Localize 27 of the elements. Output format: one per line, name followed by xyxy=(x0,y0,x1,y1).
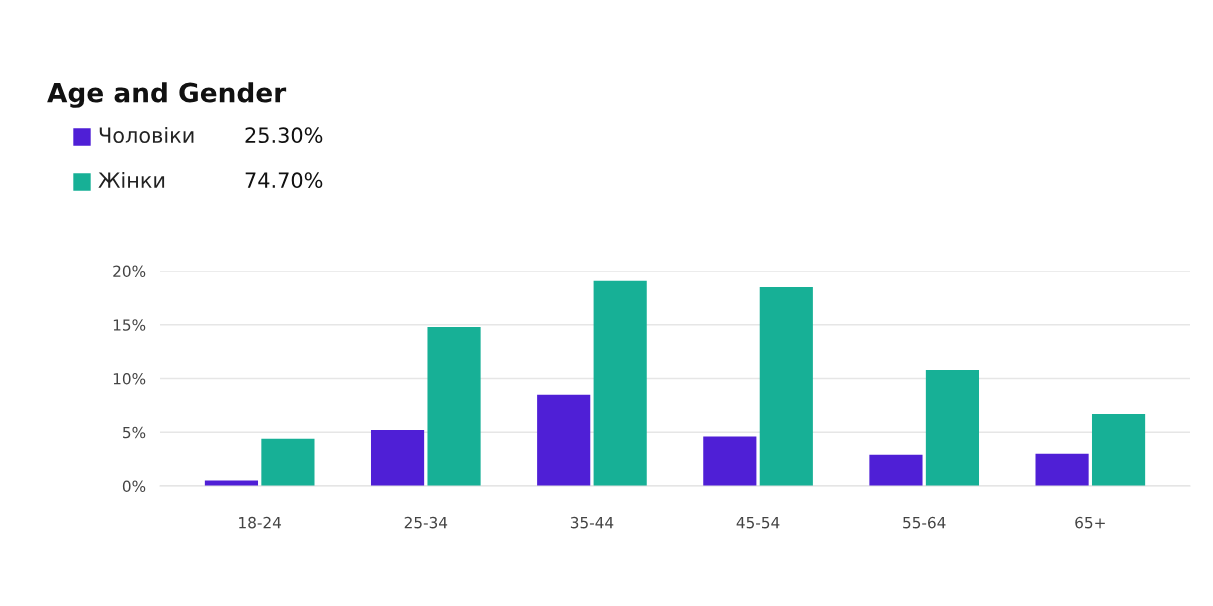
y-tick-label: 5% xyxy=(123,426,146,439)
text: 74.70% xyxy=(245,172,323,189)
x-tick-label: 55-64 xyxy=(903,516,946,529)
x-tick-label: 25-34 xyxy=(404,516,448,529)
bar xyxy=(759,287,813,486)
x-tick-label: 65+ xyxy=(1075,516,1105,529)
bar xyxy=(593,280,647,486)
chart-title: Age and Gender xyxy=(47,82,287,108)
bar xyxy=(261,438,315,486)
legend-label: Чоловіки xyxy=(99,126,194,144)
bar xyxy=(1091,413,1146,486)
bar xyxy=(537,394,591,486)
bar xyxy=(1035,453,1089,486)
text: 25.30% xyxy=(245,127,323,144)
bar xyxy=(370,430,425,486)
y-tick-label: 20% xyxy=(113,265,146,278)
x-tick-label: 35-44 xyxy=(570,516,614,529)
x-tick-label: 45-54 xyxy=(736,517,780,529)
bar xyxy=(925,369,980,486)
y-tick-label: 0% xyxy=(122,480,146,493)
bar xyxy=(703,436,757,486)
x-tick-label: 18-24 xyxy=(239,516,282,529)
y-tick-label: 15% xyxy=(113,319,146,331)
bar xyxy=(427,326,481,486)
y-tick-label: 10% xyxy=(113,372,146,385)
bar xyxy=(869,454,923,486)
legend-label: Жінки xyxy=(98,171,165,188)
